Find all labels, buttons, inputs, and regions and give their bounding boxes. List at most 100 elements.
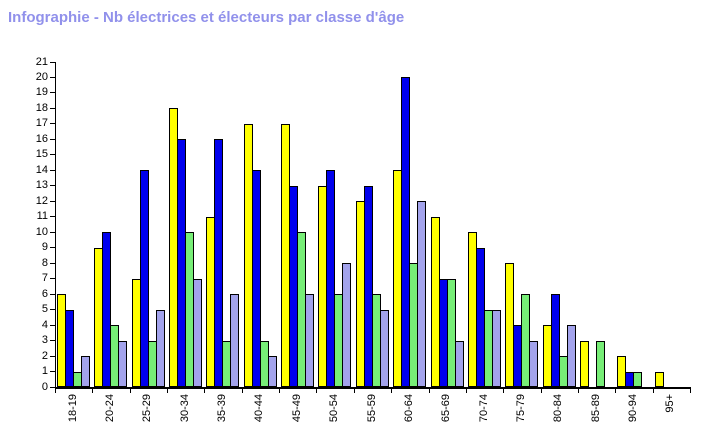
bar-yellow (654, 372, 664, 387)
chart-title: Infographie - Nb électrices et électeurs… (8, 9, 405, 26)
bar-green (446, 279, 456, 387)
bar-lavender (491, 310, 501, 387)
x-axis-label: 95+ (664, 394, 677, 413)
bar-blue (214, 139, 224, 387)
bar-blue (139, 170, 149, 387)
bar-group (280, 62, 317, 387)
x-axis-tick (391, 387, 392, 393)
y-axis-label: 1 (41, 365, 48, 378)
x-axis-tick (615, 387, 616, 393)
bar-lavender (379, 310, 389, 387)
y-axis-label: 14 (35, 163, 48, 176)
x-axis-label: 70-74 (477, 394, 490, 423)
x-axis-label: 45-49 (290, 394, 303, 423)
x-axis-tick (167, 387, 168, 393)
y-axis-tick (50, 138, 55, 140)
bar-blue (363, 186, 373, 387)
bar-group (243, 62, 280, 387)
y-axis-label: 10 (35, 225, 48, 238)
x-axis-label: 35-39 (216, 394, 229, 423)
y-axis-tick (50, 278, 55, 280)
y-axis-label: 16 (35, 132, 48, 145)
x-axis-tick (578, 387, 579, 393)
y-axis-tick (50, 185, 55, 187)
y-axis-label: 19 (35, 86, 48, 99)
x-axis-label: 85-89 (589, 394, 602, 423)
x-axis-tick (354, 387, 355, 393)
bar-group (93, 62, 130, 387)
x-axis-tick (503, 387, 504, 393)
y-axis-tick (50, 324, 55, 326)
plot-area (55, 62, 691, 389)
bar-group (168, 62, 205, 387)
x-axis-label: 60-64 (402, 394, 415, 423)
x-axis-tick (316, 387, 317, 393)
y-axis-label: 8 (41, 256, 48, 269)
y-axis-tick (50, 340, 55, 342)
bar-lavender (454, 341, 464, 387)
x-axis-label: 75-79 (514, 394, 527, 423)
y-axis-tick (50, 200, 55, 202)
y-axis-tick (50, 107, 55, 109)
bar-blue (401, 77, 411, 387)
bar-green (633, 372, 643, 387)
x-axis-label: 20-24 (104, 394, 117, 423)
y-axis-label: 4 (41, 318, 48, 331)
x-axis-tick (55, 387, 56, 393)
bar-lavender (342, 263, 352, 387)
bar-group (654, 62, 691, 387)
bar-group (467, 62, 504, 387)
y-axis-tick (50, 355, 55, 357)
bar-yellow (617, 356, 627, 387)
y-axis-tick (50, 216, 55, 218)
y-axis-tick (50, 76, 55, 78)
y-axis-tick (50, 309, 55, 311)
y-axis-tick (50, 123, 55, 125)
y-axis-label: 9 (41, 241, 48, 254)
bar-lavender (529, 341, 539, 387)
x-axis-tick (204, 387, 205, 393)
y-axis-label: 17 (35, 117, 48, 130)
x-axis-tick (653, 387, 654, 393)
x-axis-tick (279, 387, 280, 393)
bar-group (131, 62, 168, 387)
bar-group (542, 62, 579, 387)
x-axis-tick (541, 387, 542, 393)
y-axis-label: 7 (41, 272, 48, 285)
y-axis-tick (50, 231, 55, 233)
bar-blue (550, 294, 560, 387)
bar-blue (102, 232, 112, 387)
y-axis-label: 13 (35, 179, 48, 192)
bar-blue (251, 170, 261, 387)
y-axis-label: 6 (41, 287, 48, 300)
bar-group (355, 62, 392, 387)
bar-lavender (267, 356, 277, 387)
y-axis-label: 3 (41, 334, 48, 347)
x-axis-tick (130, 387, 131, 393)
bar-group (430, 62, 467, 387)
y-axis-label: 0 (41, 380, 48, 393)
y-axis-tick (50, 92, 55, 94)
y-axis-label: 2 (41, 349, 48, 362)
bar-yellow (579, 341, 589, 387)
y-axis-label: 11 (36, 210, 48, 223)
y-axis-label: 15 (35, 148, 48, 161)
bar-blue (326, 170, 336, 387)
x-axis-tick (690, 387, 691, 393)
bar-group (317, 62, 354, 387)
bar-lavender (118, 341, 128, 387)
bar-green (521, 294, 531, 387)
bar-lavender (230, 294, 240, 387)
bar-group (392, 62, 429, 387)
y-axis-tick (50, 247, 55, 249)
bar-group (616, 62, 653, 387)
y-axis-tick (50, 169, 55, 171)
x-axis-label: 65-69 (440, 394, 453, 423)
bar-group (504, 62, 541, 387)
bar-group (56, 62, 93, 387)
y-axis-label: 18 (35, 101, 48, 114)
bar-lavender (417, 201, 427, 387)
bar-lavender (193, 279, 203, 387)
y-axis-tick (50, 262, 55, 264)
